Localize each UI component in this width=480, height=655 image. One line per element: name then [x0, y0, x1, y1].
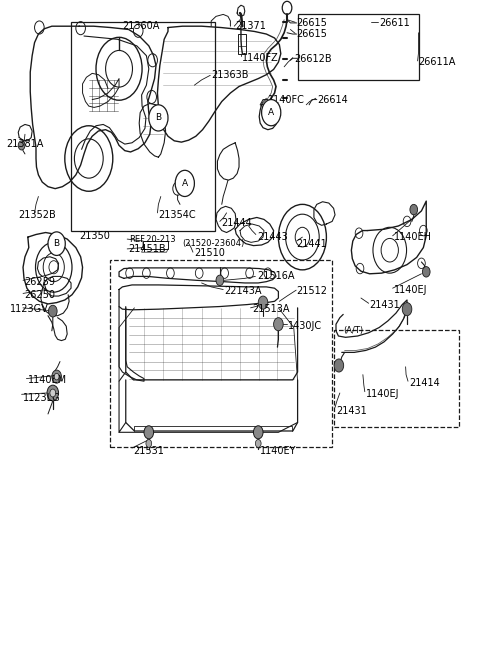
- Text: 26250: 26250: [24, 290, 55, 300]
- Text: 21350: 21350: [79, 231, 110, 241]
- Text: 1430JC: 1430JC: [288, 320, 322, 331]
- Circle shape: [175, 170, 194, 196]
- Text: 21352B: 21352B: [18, 210, 56, 220]
- Text: 21516A: 21516A: [257, 271, 294, 282]
- Text: 1140EJ: 1140EJ: [394, 284, 427, 295]
- Circle shape: [52, 370, 61, 383]
- Text: 21381A: 21381A: [6, 139, 43, 149]
- Text: 21431: 21431: [370, 299, 400, 310]
- Text: 21431: 21431: [336, 405, 367, 416]
- Circle shape: [402, 303, 412, 316]
- Bar: [298, 14, 419, 80]
- Circle shape: [146, 440, 152, 447]
- Circle shape: [18, 141, 25, 150]
- Text: 22143A: 22143A: [225, 286, 262, 297]
- Circle shape: [334, 359, 344, 372]
- Circle shape: [54, 373, 59, 380]
- Text: 21451B: 21451B: [129, 244, 166, 254]
- Circle shape: [274, 318, 283, 331]
- Circle shape: [253, 426, 263, 439]
- Text: 1140EY: 1140EY: [260, 445, 297, 456]
- Text: 21531: 21531: [133, 445, 164, 456]
- Text: (A/T): (A/T): [343, 326, 363, 335]
- Text: 1140FZ: 1140FZ: [242, 52, 279, 63]
- Text: A: A: [268, 108, 274, 117]
- Text: 21354C: 21354C: [158, 210, 196, 220]
- Bar: [110, 260, 332, 447]
- Circle shape: [48, 305, 57, 317]
- Bar: [334, 330, 459, 427]
- Text: 21513A: 21513A: [252, 304, 289, 314]
- Text: 26614: 26614: [317, 94, 348, 105]
- Text: 26611A: 26611A: [419, 57, 456, 67]
- Text: 26615: 26615: [297, 18, 327, 28]
- Bar: [71, 22, 215, 231]
- Circle shape: [410, 204, 418, 215]
- Circle shape: [255, 440, 261, 447]
- Text: 1140EJ: 1140EJ: [366, 389, 399, 400]
- Bar: [238, 34, 246, 54]
- Text: 21443: 21443: [257, 232, 288, 242]
- Text: 1140FC: 1140FC: [268, 94, 305, 105]
- Text: 26259: 26259: [24, 276, 55, 287]
- Text: 1123LG: 1123LG: [23, 392, 60, 403]
- Circle shape: [50, 389, 56, 397]
- Circle shape: [47, 385, 59, 401]
- Text: 21371: 21371: [235, 21, 266, 31]
- Text: REF.20-213: REF.20-213: [129, 234, 175, 244]
- Text: 1140EH: 1140EH: [394, 232, 432, 242]
- Circle shape: [144, 426, 154, 439]
- Text: 21512: 21512: [297, 286, 328, 297]
- Text: B: B: [54, 239, 60, 248]
- Text: 21444: 21444: [221, 217, 252, 228]
- Text: 21414: 21414: [409, 378, 440, 388]
- Circle shape: [48, 232, 65, 255]
- Text: 26611: 26611: [379, 18, 410, 28]
- Text: 21360A: 21360A: [122, 21, 160, 31]
- Text: 21363B: 21363B: [211, 70, 249, 81]
- Text: 26612B: 26612B: [294, 54, 331, 64]
- Circle shape: [262, 100, 281, 126]
- Text: 1123GV: 1123GV: [10, 304, 48, 314]
- Text: 21510: 21510: [194, 248, 225, 259]
- Circle shape: [258, 296, 268, 309]
- Circle shape: [149, 105, 168, 131]
- Circle shape: [422, 267, 430, 277]
- Text: 21441: 21441: [297, 238, 327, 249]
- Circle shape: [216, 275, 224, 286]
- Text: B: B: [156, 113, 161, 122]
- Text: 26615: 26615: [297, 29, 327, 39]
- Text: (21520-23604): (21520-23604): [182, 239, 245, 248]
- Bar: [143, 241, 168, 249]
- Text: A: A: [182, 179, 188, 188]
- Text: 1140EM: 1140EM: [28, 375, 67, 385]
